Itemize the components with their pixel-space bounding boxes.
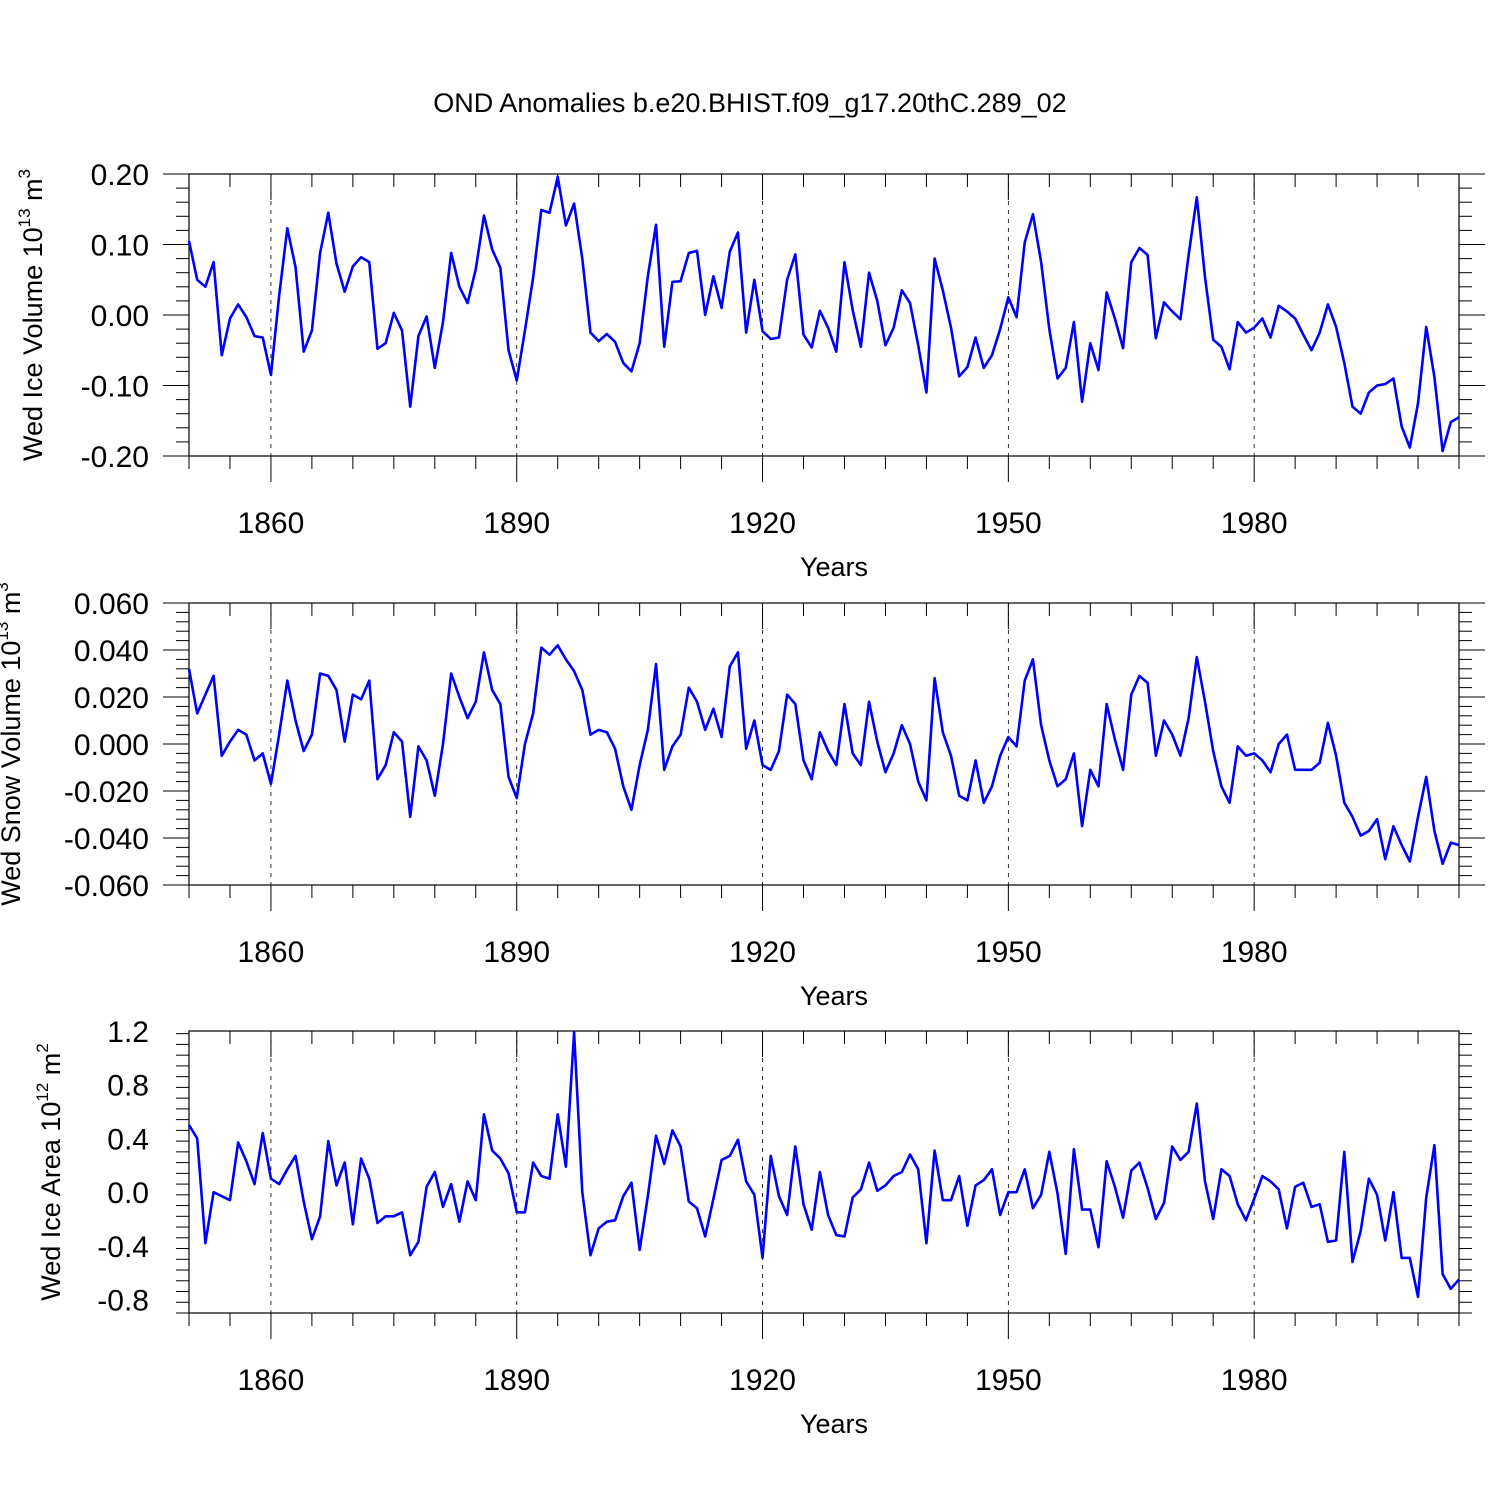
plot-frame <box>188 602 1460 886</box>
x-tick-label: 1920 <box>729 1364 796 1397</box>
plot-frame <box>188 1030 1460 1314</box>
x-axis-label: Years <box>800 1409 868 1439</box>
y-axis-label: Wed Ice Volume 1013 m3 <box>15 169 48 461</box>
y-tick-label: 0.0 <box>107 1177 149 1210</box>
x-tick-label: 1980 <box>1221 507 1288 540</box>
y-tick-label: -0.20 <box>81 441 149 474</box>
y-axis-label-unit-exponent: 2 <box>33 1043 52 1052</box>
plot-frame <box>188 173 1460 457</box>
series-line <box>187 175 1460 453</box>
y-axis-label-main: Wed Snow Volume 10 <box>0 641 26 906</box>
x-axis-label: Years <box>800 981 868 1011</box>
y-axis-label-main: Wed Ice Volume 10 <box>18 227 48 461</box>
y-tick-label: -0.020 <box>64 776 149 809</box>
y-axis-label-unit: m <box>18 178 48 208</box>
x-tick-label: 1860 <box>238 1364 305 1397</box>
y-tick-label: 0.10 <box>91 230 149 263</box>
series-line <box>187 1031 1460 1299</box>
x-tick-label: 1950 <box>975 507 1042 540</box>
x-tick-label: 1980 <box>1221 936 1288 969</box>
y-axis-label-unit: m <box>0 592 26 622</box>
y-tick-label: 0.4 <box>107 1123 149 1156</box>
y-tick-label: -0.040 <box>64 823 149 856</box>
y-tick-label: 0.8 <box>107 1070 149 1103</box>
x-tick-label: 1980 <box>1221 1364 1288 1397</box>
x-tick-label: 1860 <box>238 936 305 969</box>
y-tick-label: -0.10 <box>81 371 149 404</box>
y-tick-label: 0.040 <box>74 635 149 668</box>
x-tick-label: 1890 <box>483 936 550 969</box>
y-axis-label-exponent: 12 <box>33 1083 52 1102</box>
panel-3: -0.8 -0.4 0.0 0.4 0.8 1.2 1860 1890 1920 1950 1980… <box>33 1016 1472 1439</box>
y-tick-label: 0.060 <box>74 588 149 621</box>
x-tick-label: 1890 <box>483 507 550 540</box>
panels: -0.20 -0.10 0.00 0.10 0.20 1860 1890 1920 1950 19… <box>0 159 1485 1439</box>
y-tick-label: 0.000 <box>74 729 149 762</box>
chart-title: OND Anomalies b.e20.BHIST.f09_g17.20thC.… <box>433 88 1066 118</box>
y-tick-label: -0.8 <box>97 1285 149 1318</box>
x-tick-label: 1920 <box>729 507 796 540</box>
y-axis-label-unit: m <box>36 1053 66 1083</box>
series-line <box>187 643 1460 866</box>
y-tick-label: -0.4 <box>97 1231 149 1264</box>
panel-2: -0.060 -0.040 -0.020 0.000 0.020 0.040 0.060 18… <box>0 582 1485 1011</box>
y-axis-label: Wed Ice Area 1012 m2 <box>33 1043 66 1301</box>
x-tick-label: 1890 <box>483 1364 550 1397</box>
y-axis-label-unit-exponent: 3 <box>15 169 34 178</box>
y-tick-label: 0.20 <box>91 159 149 192</box>
y-axis-label-unit-exponent: 3 <box>0 582 12 591</box>
y-tick-label: 0.00 <box>91 300 149 333</box>
x-axis-label: Years <box>800 552 868 582</box>
x-tick-label: 1950 <box>975 936 1042 969</box>
x-tick-label: 1860 <box>238 507 305 540</box>
y-axis-label: Wed Snow Volume 1013 m3 <box>0 582 26 906</box>
panel-1: -0.20 -0.10 0.00 0.10 0.20 1860 1890 1920 1950 19… <box>15 159 1485 582</box>
y-tick-label: 1.2 <box>107 1016 149 1049</box>
y-tick-label: 0.020 <box>74 682 149 715</box>
x-tick-label: 1950 <box>975 1364 1042 1397</box>
x-tick-label: 1920 <box>729 936 796 969</box>
y-axis-label-main: Wed Ice Area 10 <box>36 1102 66 1301</box>
y-axis-label-exponent: 13 <box>15 208 34 227</box>
y-tick-label: -0.060 <box>64 870 149 903</box>
y-axis-label-exponent: 13 <box>0 622 12 641</box>
